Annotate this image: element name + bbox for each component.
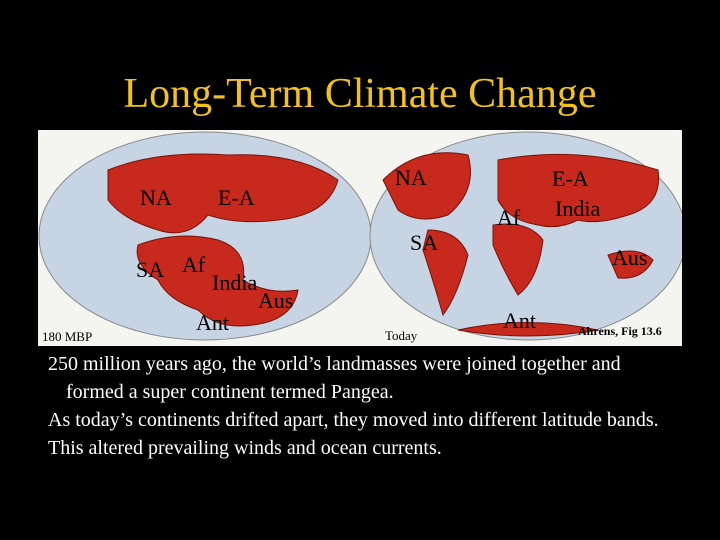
figure: 180 MBP Today Ahrens, Fig 13.6 NA E-A SA Af… [38, 130, 682, 346]
body-text: 250 million years ago, the world’s landm… [48, 350, 688, 462]
continent-label: Aus [612, 245, 647, 270]
paragraph: This altered prevailing winds and ocean … [48, 437, 442, 459]
landmass [492, 223, 544, 296]
continent-label: Ant [196, 310, 229, 335]
landmass [607, 250, 654, 279]
continent-label: NA [140, 185, 172, 210]
landmass [422, 229, 469, 317]
continent-label: E-A [218, 185, 255, 210]
figure-credit: Ahrens, Fig 13.6 [578, 324, 662, 338]
landmass [136, 235, 299, 327]
continent-label: Af [497, 205, 521, 230]
paragraph: 250 million years ago, the world’s landm… [48, 353, 621, 403]
landmass [497, 153, 660, 228]
map-caption: Today [385, 328, 418, 343]
continent-label: India [212, 270, 257, 295]
map-caption: 180 MBP [42, 329, 92, 344]
right-map [369, 131, 682, 341]
continent-label: Ant [503, 308, 536, 333]
continent-label: Aus [258, 288, 293, 313]
left-map [38, 131, 372, 341]
continent-label: NA [395, 165, 427, 190]
continent-label: India [555, 196, 600, 221]
landmass [457, 322, 599, 337]
landmass [382, 152, 471, 220]
continent-label: SA [136, 257, 164, 282]
landmass [107, 153, 339, 234]
continent-label: SA [410, 230, 438, 255]
paragraph: As today’s continents drifted apart, the… [48, 409, 659, 431]
continent-label: E-A [552, 166, 589, 191]
continent-label: Af [182, 252, 206, 277]
slide-title: Long-Term Climate Change [123, 71, 597, 117]
